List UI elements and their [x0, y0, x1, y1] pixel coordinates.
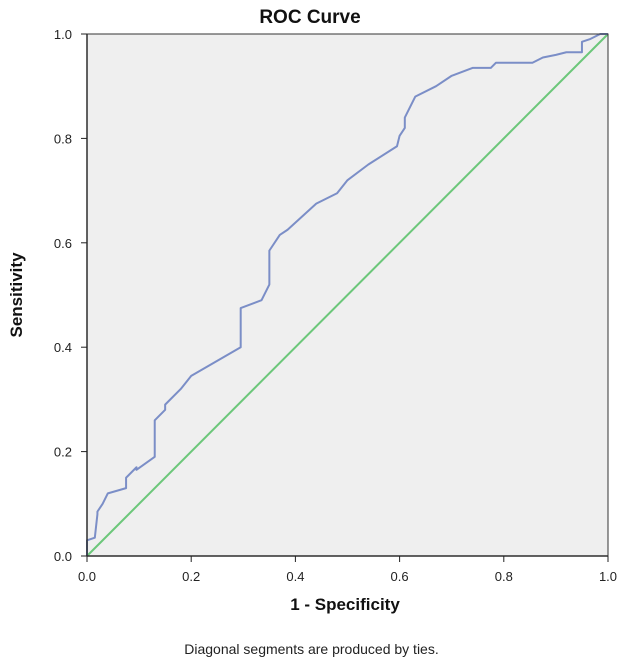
y-tick-label: 0.2: [54, 445, 72, 460]
y-tick-label: 0.0: [54, 549, 72, 564]
x-axis-title: 1 - Specificity: [290, 595, 400, 614]
roc-chart: ROC Curve 0.0 0.2 0.4 0.6 0.8 1.0 0.00.20.40.…: [7, 7, 617, 614]
x-tick-label: 0.6: [391, 569, 409, 584]
x-tick-label: 0.4: [286, 569, 304, 584]
x-tick-label: 0.0: [78, 569, 96, 584]
y-tick-label: 0.8: [54, 131, 72, 146]
roc-series-layer: [86, 33, 608, 556]
x-tick-label: 0.2: [182, 569, 200, 584]
y-tick-label: 0.6: [54, 236, 72, 251]
reference-line-layer: [86, 33, 609, 557]
x-tick-label: 1.0: [599, 569, 617, 584]
y-axis-ticks: 0.0 0.2 0.4 0.6 0.8 1.0: [54, 27, 87, 564]
footnote: Diagonal segments are produced by ties.: [184, 641, 439, 657]
y-tick-label: 0.4: [54, 340, 72, 355]
y-tick-label: 1.0: [54, 27, 72, 42]
y-axis-title: Sensitivity: [7, 252, 26, 338]
reference-line: [86, 33, 609, 557]
plot-frame: [86, 33, 609, 557]
x-axis-ticks: 0.0 0.2 0.4 0.6 0.8 1.0: [78, 556, 617, 584]
chart-title: ROC Curve: [259, 7, 360, 28]
x-tick-label: 0.8: [495, 569, 513, 584]
roc-curve-line: [86, 33, 608, 556]
